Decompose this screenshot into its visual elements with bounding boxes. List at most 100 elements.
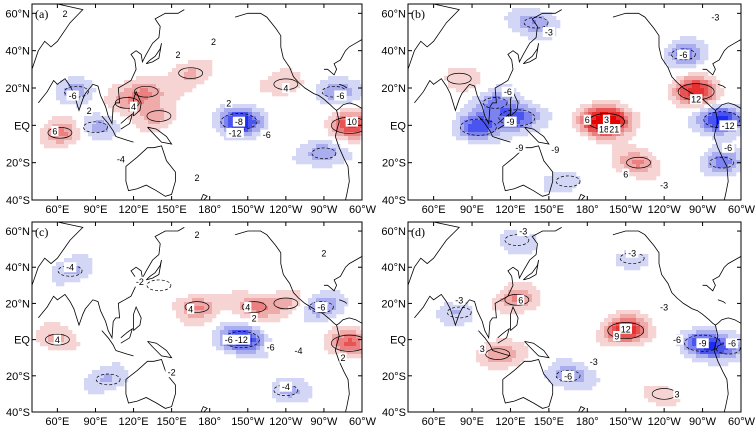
coastline	[713, 110, 729, 200]
contour-label-bg	[165, 367, 178, 378]
coastline	[702, 256, 741, 292]
coastline	[37, 227, 185, 340]
contour-label: 2	[194, 173, 199, 183]
contour-line	[709, 156, 735, 169]
contour-label-bg	[670, 334, 684, 345]
x-tick-label: 150°W	[609, 204, 643, 216]
contour-label: -3	[545, 28, 553, 38]
contour-label-bg	[315, 302, 328, 313]
contour-label: -3	[590, 357, 598, 367]
coastline	[101, 115, 117, 137]
contour-label-bg	[279, 381, 293, 392]
coastline	[524, 126, 550, 145]
y-tick-label: 20°N	[381, 83, 406, 95]
contour-line	[45, 333, 70, 346]
x-tick-label: 120°E	[495, 416, 525, 428]
contour-label: -12	[235, 335, 248, 345]
coastline	[492, 350, 511, 357]
x-tick-label: 60°E	[45, 416, 69, 428]
contour-line	[309, 301, 334, 313]
contour-label: -6	[673, 335, 681, 345]
contour-label: 18	[599, 125, 609, 135]
contour-label: 6	[52, 126, 57, 136]
x-tick-label: 120°E	[118, 204, 148, 216]
coastline	[334, 110, 350, 200]
contour-line	[607, 322, 645, 340]
contour-label-bg	[51, 125, 59, 136]
contour-line	[146, 279, 172, 292]
contour-label-bg	[129, 101, 138, 112]
x-tick-label: 60°W	[349, 416, 377, 428]
coastline	[145, 43, 162, 65]
coastline	[339, 299, 348, 304]
x-tick-label: 180°	[576, 416, 599, 428]
contour-label-bg	[334, 90, 347, 101]
contour-label-bg	[517, 226, 530, 237]
x-tick-label: 90°W	[689, 204, 717, 216]
panel-label: (b)	[411, 7, 425, 21]
contour-line	[460, 118, 497, 136]
contour-label-bg	[53, 334, 61, 345]
contour-label: 2	[340, 353, 345, 363]
contour-label: 2	[211, 37, 216, 47]
coastline	[578, 406, 586, 412]
contour-line	[523, 16, 549, 29]
x-tick-label: 60°E	[422, 416, 446, 428]
plot-frame	[31, 221, 363, 413]
contour-line	[95, 373, 121, 386]
contour-label-bg	[453, 294, 466, 305]
contour-line	[64, 85, 89, 98]
contour-label-bg	[709, 12, 722, 23]
y-tick-label: 40°S	[6, 195, 30, 207]
contour-label-bg	[689, 94, 703, 105]
contour-label-bg	[264, 341, 277, 352]
contour-label-bg	[561, 370, 575, 381]
contour-label-bg	[187, 303, 195, 314]
y-tick-label: 20°N	[5, 83, 30, 95]
panel-2: -3 -3 -6 -6 -9 6 318 21 12 -12 -6 -9 -9 6 -3 (b) 60°E 90°…	[381, 3, 756, 216]
contour-line	[504, 234, 530, 246]
coastline	[578, 193, 586, 200]
coastline	[523, 259, 539, 281]
contour-label: -9	[699, 339, 707, 349]
coastline	[115, 136, 134, 143]
x-tick-label: 180°	[198, 204, 221, 216]
contour-line	[273, 297, 299, 310]
contour-label: -4	[295, 346, 303, 356]
contour-label: -8	[235, 117, 243, 127]
contour-label: -9	[551, 145, 559, 155]
y-tick-label: 40°S	[6, 407, 30, 419]
x-tick-label: 150°E	[157, 416, 187, 428]
contour-label: 2	[226, 98, 231, 108]
coastline	[408, 4, 460, 70]
coastline	[510, 90, 519, 117]
contour-label-bg	[613, 331, 621, 341]
contour-label-bg	[501, 86, 515, 97]
contour-label-bg	[504, 116, 517, 127]
coastline	[612, 230, 741, 326]
y-tick-label: EQ	[14, 120, 30, 132]
contour-label: -6	[728, 339, 736, 349]
contour-label: 4	[55, 335, 60, 345]
coastline	[339, 83, 348, 89]
contour-line	[311, 147, 337, 160]
contour-label-bg	[232, 334, 251, 345]
contour-label: 10	[347, 117, 357, 127]
contour-label-bg	[250, 312, 258, 323]
coastline	[497, 113, 510, 130]
coastline	[478, 115, 493, 137]
contour-label-bg	[608, 124, 621, 135]
x-tick-label: 60°W	[728, 416, 756, 428]
x-tick-label: 120°W	[648, 416, 682, 428]
contour-label: 2	[252, 313, 257, 323]
coastline	[717, 299, 726, 304]
contour-label: -3	[660, 303, 668, 313]
contour-label-bg	[583, 114, 591, 125]
x-tick-label: 180°	[198, 416, 221, 428]
y-tick-label: EQ	[390, 335, 406, 347]
contour-label: 2	[194, 230, 199, 240]
x-tick-label: 90°E	[460, 204, 484, 216]
x-tick-label: 90°W	[689, 416, 717, 428]
contour-label: -2	[136, 277, 144, 287]
